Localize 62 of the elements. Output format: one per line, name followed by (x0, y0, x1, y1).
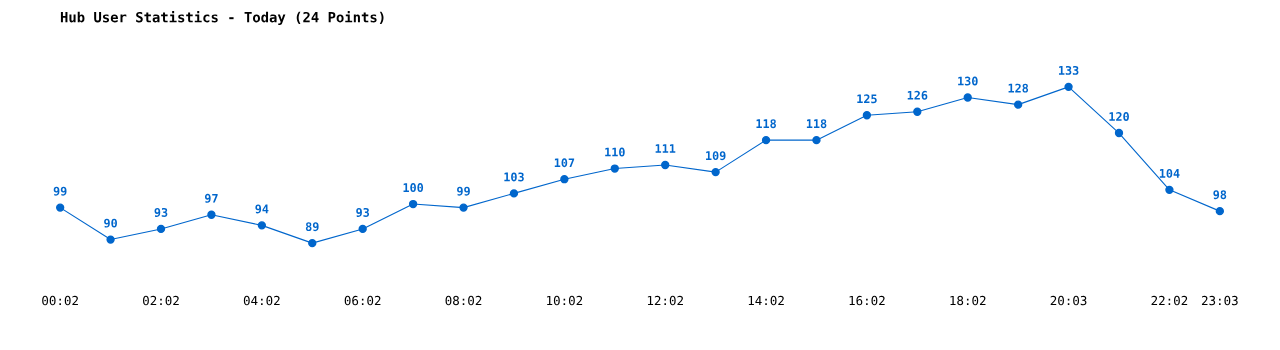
x-tick-label: 18:02 (950, 295, 986, 306)
point (610, 164, 619, 173)
data-label: 120 (1109, 112, 1129, 122)
point (560, 175, 569, 184)
point (812, 135, 821, 145)
point (308, 238, 317, 248)
data-label: 98 (1213, 190, 1227, 200)
point (711, 167, 720, 177)
x-tick-label: 14:02 (748, 295, 784, 306)
x-tick-label: 00:02 (42, 295, 78, 306)
data-label: 99 (457, 186, 470, 196)
data-label: 118 (806, 119, 827, 129)
point (156, 224, 166, 234)
point (1165, 185, 1174, 195)
point (358, 224, 367, 234)
x-tick-label: 22:02 (1151, 295, 1188, 306)
data-label: 126 (907, 90, 928, 100)
point (257, 221, 267, 230)
data-label: 103 (504, 172, 524, 182)
point (56, 203, 65, 212)
x-tick-label: 20:03 (1050, 295, 1087, 306)
data-label: 130 (958, 76, 978, 86)
data-label: 125 (857, 94, 877, 104)
data-label: 118 (756, 119, 776, 129)
point (1013, 100, 1023, 109)
x-tick-label: 12:02 (647, 295, 683, 306)
data-label: 99 (53, 186, 67, 196)
x-tick-label: 04:02 (243, 295, 280, 306)
x-tick-label: 16:02 (849, 295, 885, 306)
data-label: 93 (154, 207, 168, 217)
data-label: 97 (204, 193, 218, 203)
point (761, 135, 771, 145)
data-label: 93 (356, 207, 370, 217)
point (509, 189, 519, 198)
x-tick-label: 08:02 (445, 295, 482, 306)
data-label: 89 (305, 222, 319, 232)
data-label: 128 (1008, 83, 1029, 93)
point (862, 111, 872, 120)
chart-title: Hub User Statistics - Today (24 Points) (60, 10, 384, 26)
x-tick-label: 23:03 (1201, 295, 1238, 306)
x-tick-label: 10:02 (547, 295, 583, 306)
data-label: 100 (403, 183, 424, 193)
point (408, 199, 418, 209)
data-label: 94 (255, 204, 269, 214)
point (913, 107, 922, 116)
point (661, 160, 670, 170)
data-label: 90 (104, 218, 117, 228)
data-label: 110 (605, 147, 625, 157)
data-label: 111 (655, 144, 676, 153)
point (106, 235, 115, 244)
point (1064, 82, 1073, 92)
x-tick-label: 02:02 (143, 295, 179, 306)
point (207, 210, 216, 219)
point (459, 203, 468, 212)
point (1215, 206, 1224, 216)
data-label: 133 (1059, 65, 1079, 75)
data-label: 109 (706, 151, 726, 161)
x-tick-label: 06:02 (344, 295, 381, 306)
point (963, 93, 972, 102)
point (1114, 128, 1124, 138)
data-label: 107 (554, 158, 575, 168)
data-label: 104 (1159, 168, 1180, 178)
